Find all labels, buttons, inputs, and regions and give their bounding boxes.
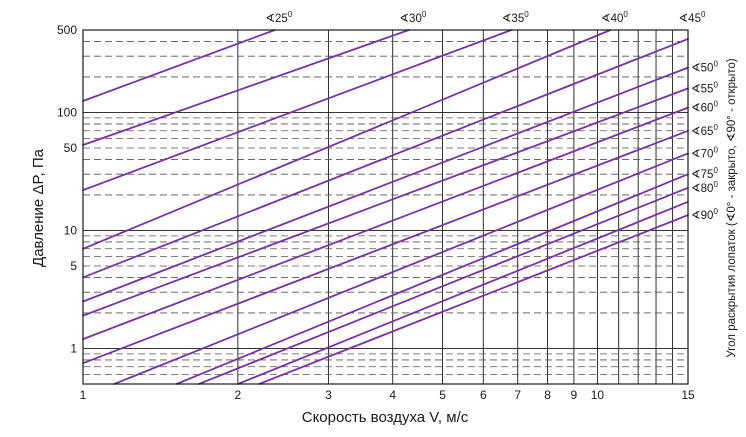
angle-label-80: ∢800 <box>691 180 718 195</box>
series-line-70 <box>113 152 689 385</box>
angle-label-75: ∢750 <box>691 166 718 181</box>
x-tick-label: 2 <box>235 388 242 402</box>
x-tick-label: 15 <box>681 388 695 402</box>
series-layer <box>82 29 689 385</box>
series-line-40 <box>82 29 612 250</box>
side-axis-title: Угол раскрытия лопаток (∢0° - закрыто, ∢… <box>726 58 738 357</box>
grid-layer <box>82 29 689 385</box>
angle-label-40: ∢400 <box>601 10 628 25</box>
series-line-50 <box>82 66 689 303</box>
series-line-45 <box>82 38 689 279</box>
x-tick-label: 7 <box>514 388 521 402</box>
y-tick-label: 10 <box>64 223 78 237</box>
angle-label-50: ∢500 <box>691 60 718 75</box>
y-tick-label: 50 <box>64 141 78 155</box>
angle-label-65: ∢650 <box>691 123 718 138</box>
series-line-65 <box>82 129 689 365</box>
y-axis-title: Давление ΔP, Па <box>30 148 47 267</box>
x-tick-label: 10 <box>591 388 605 402</box>
angle-label-35: ∢350 <box>502 10 529 25</box>
angle-label-layer: ∢250 ∢300 ∢350 ∢400 ∢450 ∢500 ∢550 ∢600 ∢650 ∢700… <box>265 10 718 222</box>
angle-label-30: ∢300 <box>399 10 426 25</box>
y-tick-label: 100 <box>57 105 77 119</box>
angle-label-25: ∢250 <box>265 10 292 25</box>
x-tick-label: 8 <box>544 388 551 402</box>
angle-label-90: ∢900 <box>691 207 718 222</box>
plot-frame <box>82 29 689 385</box>
y-tick-label: 5 <box>70 259 77 273</box>
series-line-25 <box>82 29 276 102</box>
x-axis-title: Скорость воздуха V, м/с <box>302 409 469 426</box>
series-line-75 <box>175 173 689 385</box>
x-tick-label: 4 <box>389 388 396 402</box>
series-line-60 <box>82 106 689 341</box>
x-tick-label: 1 <box>80 388 87 402</box>
x-tick-label: 3 <box>325 388 332 402</box>
x-tick-label: 9 <box>571 388 578 402</box>
series-line-85 <box>236 200 689 385</box>
series-line-90 <box>258 214 689 385</box>
angle-label-45: ∢450 <box>679 10 706 25</box>
series-line-55 <box>82 87 689 317</box>
series-line-35 <box>82 29 513 192</box>
x-tick-label: 6 <box>480 388 487 402</box>
angle-label-60: ∢600 <box>691 100 718 115</box>
angle-label-70: ∢700 <box>691 145 718 160</box>
series-line-80 <box>197 186 689 385</box>
x-tick-label: 5 <box>439 388 446 402</box>
angle-label-55: ∢550 <box>691 80 718 95</box>
y-tick-label: 1 <box>70 341 77 355</box>
y-tick-label: 500 <box>57 23 77 37</box>
series-line-30 <box>82 29 410 146</box>
